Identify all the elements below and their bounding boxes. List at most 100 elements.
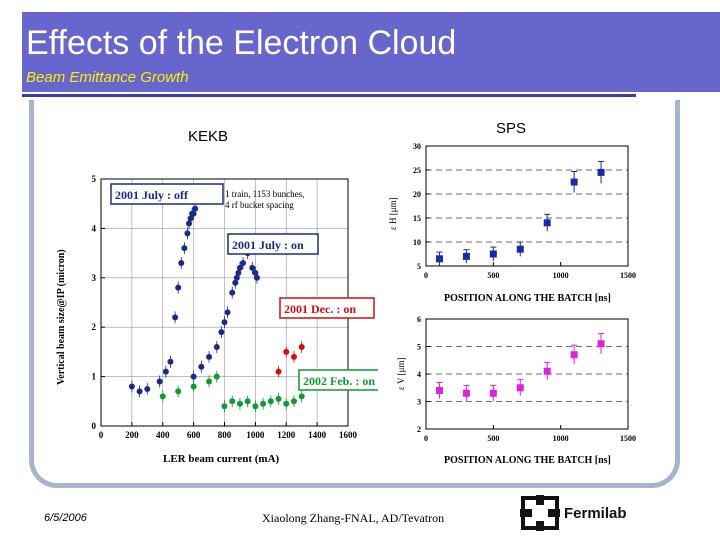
x-tick-label: 1500: [620, 271, 636, 280]
y-tick-label: 25: [413, 166, 421, 175]
x-tick-label: 0: [424, 271, 428, 280]
data-point: [283, 348, 290, 355]
x-tick-label: 500: [487, 434, 499, 443]
data-point: [570, 351, 578, 359]
data-point: [267, 398, 274, 405]
data-point: [543, 367, 551, 375]
data-point: [213, 373, 220, 380]
annot-july-off: 2001 July : off: [115, 188, 189, 202]
x-tick-label: 1000: [553, 271, 569, 280]
kekb-chart: 0 200 400 600 800 1000 1200 1400 1600 0 1 2 3 4 5 2001…: [56, 174, 378, 465]
y-tick-label: 3: [92, 273, 97, 283]
kekb-label: KEKB: [188, 128, 229, 145]
data-point: [253, 274, 260, 281]
annot-feb-on: 2002 Feb. : on: [303, 374, 375, 388]
sps-h-xlabel: POSITION ALONG THE BATCH [ns]: [444, 293, 611, 304]
data-point: [229, 289, 236, 296]
y-tick-label: 3: [417, 398, 421, 407]
y-tick-label: 30: [413, 142, 421, 151]
slide-title: Effects of the Electron Cloud: [26, 24, 457, 62]
y-tick-label: 2: [92, 322, 97, 332]
data-point: [175, 284, 182, 291]
x-tick-label: 600: [187, 430, 201, 440]
annot-july-on: 2001 July : on: [232, 238, 304, 252]
data-point: [290, 398, 297, 405]
data-point: [462, 389, 470, 397]
data-point: [597, 168, 605, 176]
x-tick-label: 200: [125, 430, 139, 440]
data-point: [172, 314, 179, 321]
y-tick-label: 5: [417, 343, 421, 352]
annot-train: 1 train, 1153 bunches,: [225, 189, 304, 199]
sps-v-ylabel: ε V [μm]: [396, 358, 406, 390]
data-point: [489, 250, 497, 258]
data-point: [224, 309, 231, 316]
fermilab-logo-text: Fermilab: [564, 505, 627, 522]
y-tick-label: 10: [413, 238, 421, 247]
data-point: [298, 393, 305, 400]
title-bar: [22, 12, 720, 92]
kekb-xlabel: LER beam current (mA): [163, 453, 280, 465]
sps-v-xlabel: POSITION ALONG THE BATCH [ns]: [444, 455, 611, 466]
data-point: [516, 384, 524, 392]
data-point: [144, 385, 151, 392]
footer-date: 6/5/2006: [44, 512, 87, 524]
annot-spacing: 4 rf bucket spacing: [225, 200, 294, 210]
sps-h-ylabel: ε H [μm]: [388, 197, 398, 230]
data-point: [159, 393, 166, 400]
x-tick-label: 0: [424, 434, 428, 443]
data-point: [213, 343, 220, 350]
data-point: [162, 368, 169, 375]
data-point: [221, 319, 228, 326]
data-point: [221, 403, 228, 410]
data-point: [167, 358, 174, 365]
data-point: [516, 245, 524, 253]
data-point: [218, 329, 225, 336]
y-tick-label: 6: [417, 315, 421, 324]
data-point: [435, 255, 443, 263]
data-point: [190, 373, 197, 380]
data-point: [136, 388, 143, 395]
x-tick-label: 0: [99, 430, 104, 440]
data-point: [240, 259, 247, 266]
y-tick-label: 0: [92, 421, 97, 431]
slide-subtitle: Beam Emittance Growth: [26, 69, 189, 86]
footer-author: Xiaolong Zhang-FNAL, AD/Tevatron: [262, 511, 445, 525]
data-point: [184, 230, 191, 237]
data-point: [290, 353, 297, 360]
y-tick-label: 5: [417, 262, 421, 271]
data-point: [175, 388, 182, 395]
y-tick-label: 5: [92, 174, 97, 184]
x-tick-label: 500: [487, 271, 499, 280]
sps-h-frame: [425, 145, 629, 267]
y-tick-label: 4: [92, 223, 97, 233]
data-point: [190, 383, 197, 390]
data-point: [236, 264, 243, 271]
data-point: [275, 368, 282, 375]
sps-h-chart: 0 500 1000 1500 5 10 15 20 25 30 POSITION ALONG T…: [388, 142, 636, 304]
data-point: [128, 383, 135, 390]
data-point: [192, 205, 199, 212]
data-point: [298, 343, 305, 350]
data-point: [178, 259, 185, 266]
x-tick-label: 1000: [553, 434, 569, 443]
y-tick-label: 1: [92, 372, 97, 382]
data-point: [229, 398, 236, 405]
title-rule: [22, 94, 636, 97]
data-point: [198, 363, 205, 370]
x-tick-label: 800: [218, 430, 232, 440]
fermilab-logo-icon: [520, 495, 560, 531]
annot-box-dec: [279, 297, 375, 319]
data-point: [206, 353, 213, 360]
annot-box-off: [110, 183, 224, 205]
y-tick-label: 20: [413, 190, 421, 199]
data-point: [249, 264, 256, 271]
y-tick-label: 4: [417, 370, 421, 379]
kekb-ylabel: Vertical beam size@IP (micron): [56, 249, 67, 385]
data-point: [275, 395, 282, 402]
data-point: [283, 400, 290, 407]
annot-box-on: [227, 233, 319, 255]
sps-v-chart: 0 500 1000 1500 2 3 4 5 6 POSITION ALONG THE BAT…: [396, 315, 636, 466]
y-tick-label: 15: [413, 214, 421, 223]
data-point: [181, 245, 188, 252]
